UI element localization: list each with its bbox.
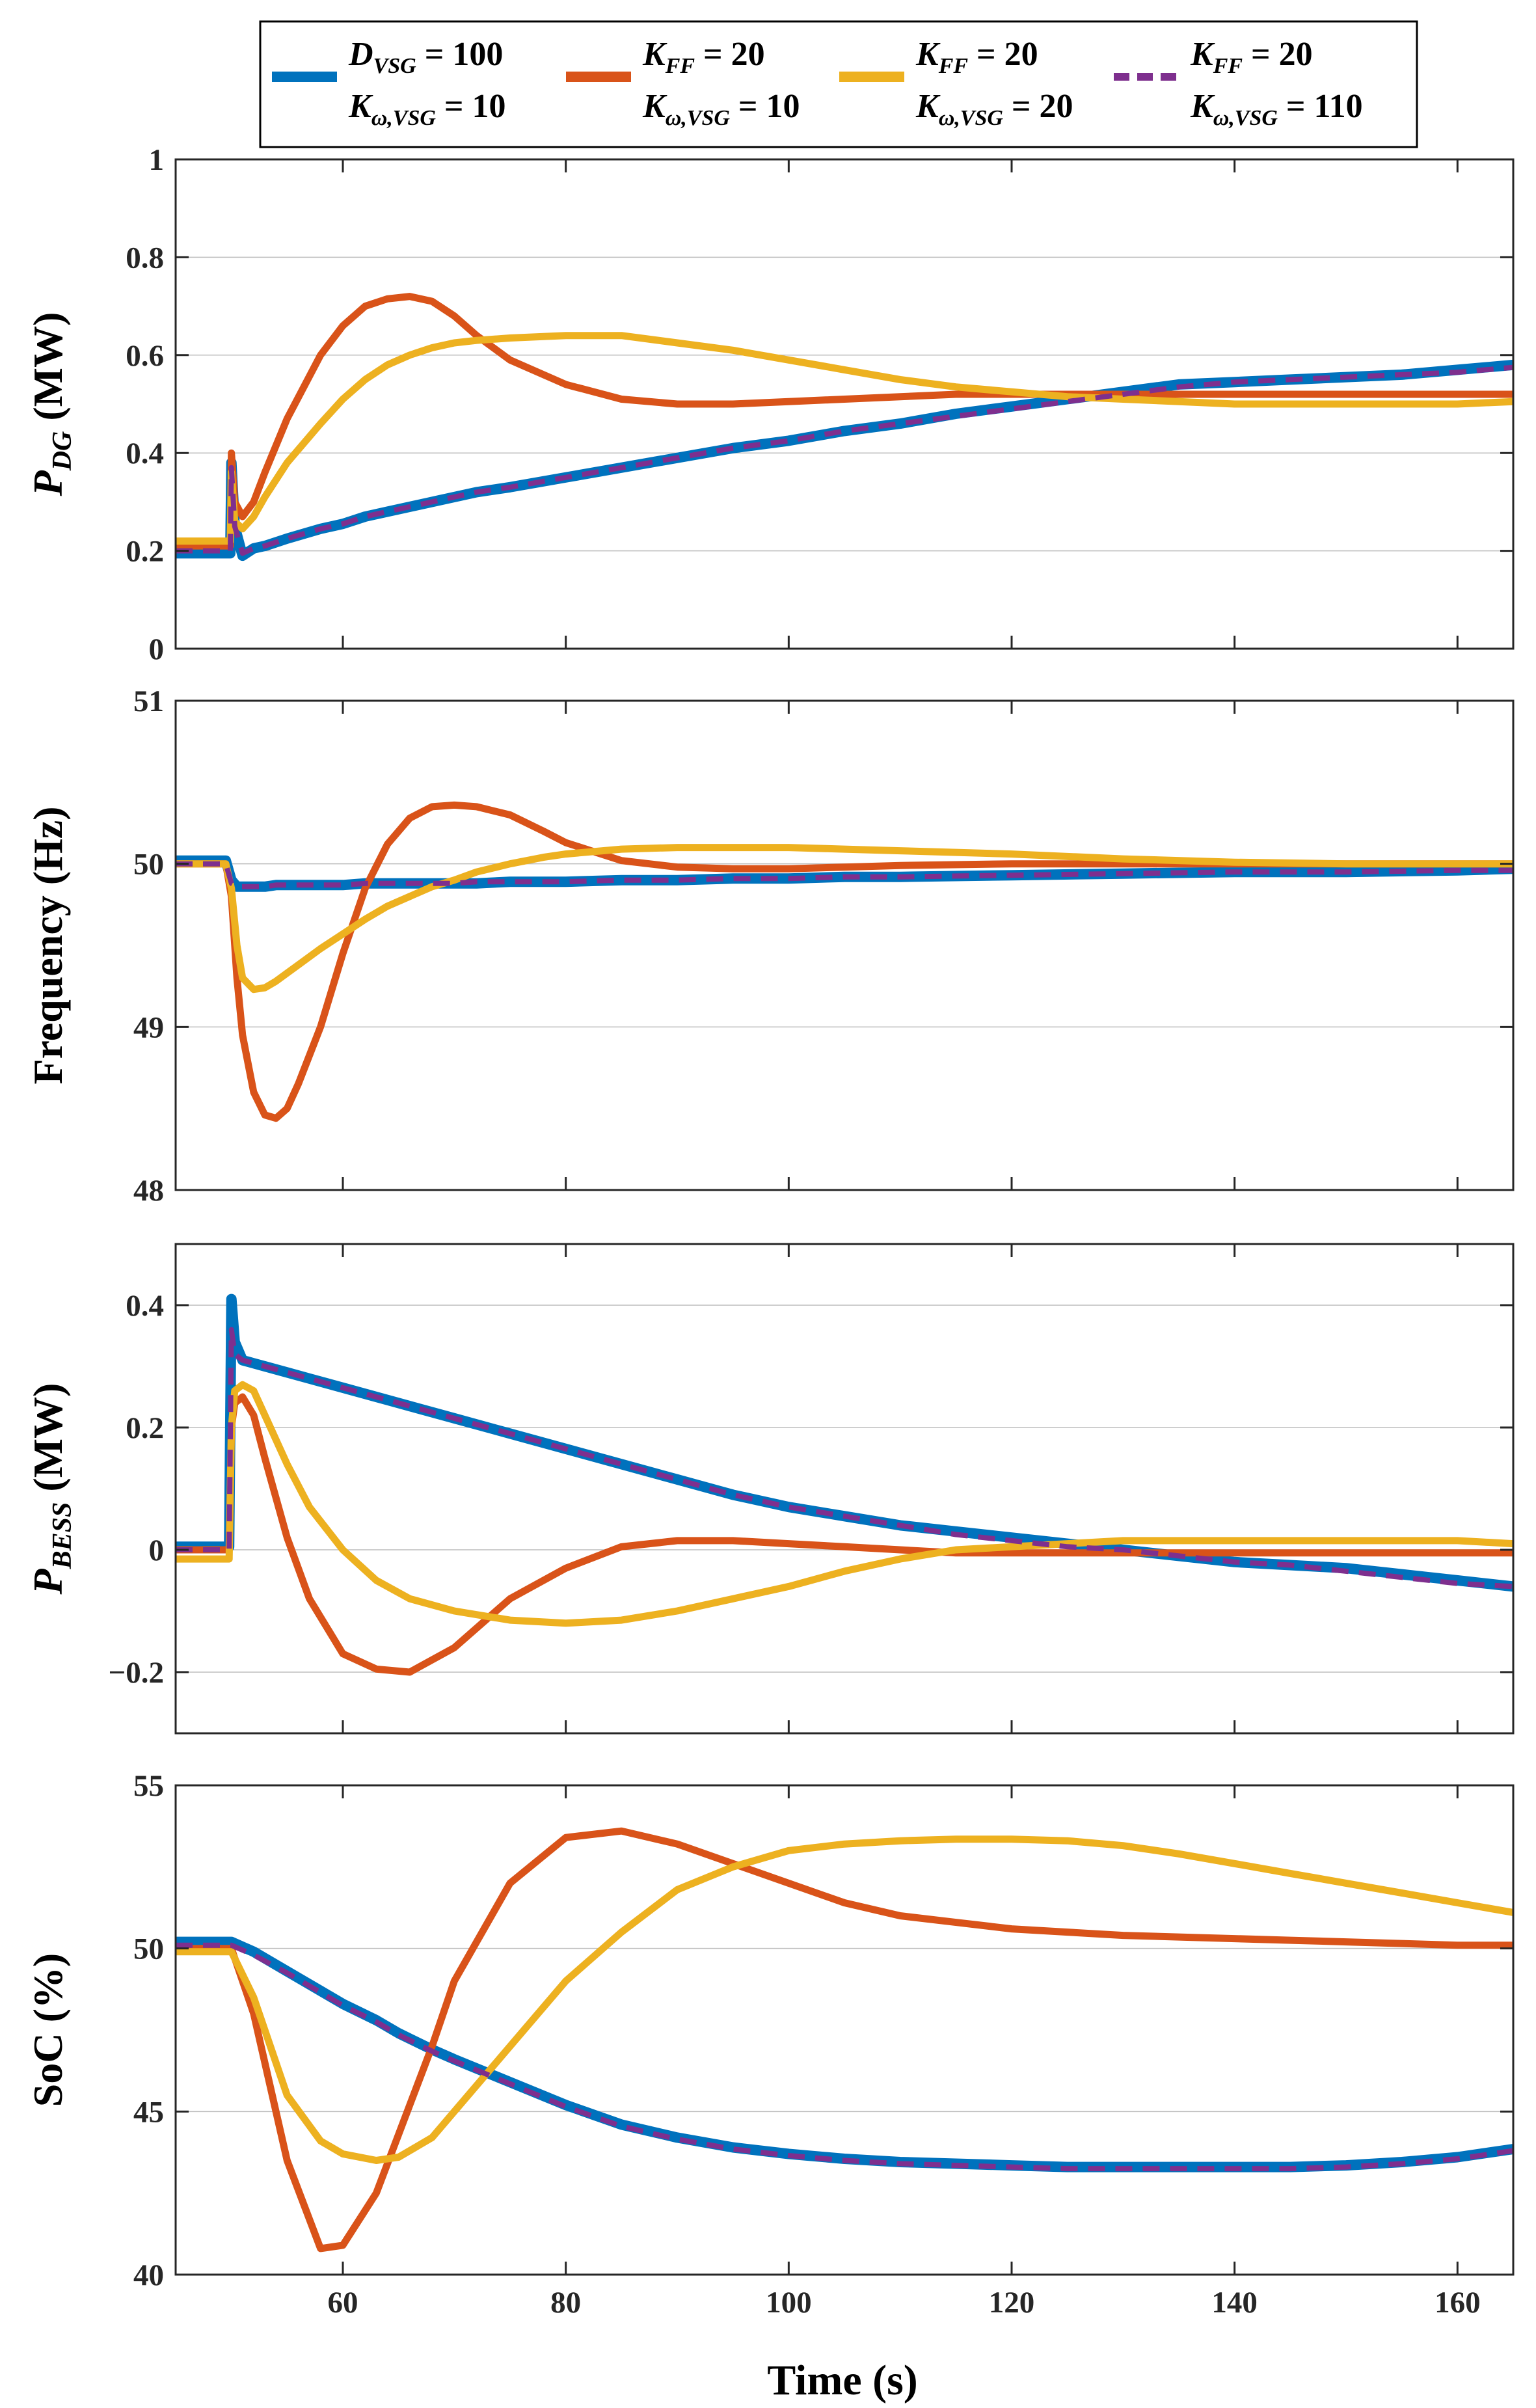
y-axis-label: SoC (%) <box>25 1953 71 2107</box>
legend: DVSG = 100 Kω,VSG = 10 KFF = 20 Kω,VSG = 10… <box>259 20 1418 148</box>
axes-box <box>174 1784 1515 2276</box>
y-tick-label: 0.4 <box>126 1289 164 1323</box>
legend-box <box>259 20 1418 148</box>
y-tick-label: 45 <box>133 2095 164 2129</box>
legend-entry-3: KFF = 20 Kω,VSG = 20 <box>839 36 1073 130</box>
series-line-4 <box>176 1942 1513 2172</box>
legend-label: DVSG = 100 <box>348 36 503 78</box>
series-line-3 <box>176 1381 1513 1627</box>
x-tick-label: 160 <box>1435 2286 1481 2320</box>
y-tick-label: 50 <box>133 848 164 882</box>
y-axis-label: Frequency (Hz) <box>25 806 71 1084</box>
x-tick-label: 80 <box>550 2286 581 2320</box>
y-tick-label: 0.8 <box>126 241 164 275</box>
y-tick-label: 51 <box>133 684 164 718</box>
subplots: 0 0.2 0.4 0.6 0.8 1 PDG (MW) 48 49 50 51 Frequency … <box>25 143 1515 2320</box>
x-tick-label: 100 <box>766 2286 812 2320</box>
legend-label: Kω,VSG = 10 <box>348 88 506 130</box>
legend-label: KFF = 20 <box>642 36 765 78</box>
series-line-2 <box>176 1393 1513 1676</box>
series-line-2 <box>176 293 1513 550</box>
subplot-3: −0.2 0 0.2 0.4 PBESS (MW) <box>25 1243 1515 1735</box>
series-group <box>176 801 1513 1122</box>
series-group <box>176 1827 1513 2252</box>
legend-label: Kω,VSG = 20 <box>915 88 1073 130</box>
series-line-3 <box>176 1835 1513 2164</box>
series-line-3 <box>176 332 1513 545</box>
axes-box <box>174 699 1515 1191</box>
y-tick-label: 0.6 <box>126 339 164 373</box>
y-tick-label: 0.2 <box>126 535 164 569</box>
y-tick-label: 1 <box>149 143 165 177</box>
x-tick-label: 140 <box>1211 2286 1258 2320</box>
plot-area-2 <box>176 701 1513 1190</box>
series-line-4 <box>176 861 1513 889</box>
x-tick-label: 60 <box>328 2286 358 2320</box>
subplot-4: 40 45 50 55 60 80 100 120 140 160 SoC (%) <box>25 1769 1515 2320</box>
y-axis-label: PDG (MW) <box>25 312 77 497</box>
axes-box <box>174 1243 1515 1735</box>
series-line-4 <box>176 1327 1513 1590</box>
series-group <box>176 1293 1513 1676</box>
subplot-2: 48 49 50 51 Frequency (Hz) <box>25 684 1515 1208</box>
legend-label: KFF = 20 <box>1190 36 1313 78</box>
legend-label: Kω,VSG = 110 <box>1190 88 1363 130</box>
y-tick-label: −0.2 <box>108 1656 164 1690</box>
y-tick-label: 0.4 <box>126 437 164 470</box>
y-axis-label: PBESS (MW) <box>25 1383 77 1595</box>
y-tick-label: 49 <box>133 1010 164 1044</box>
subplot-1: 0 0.2 0.4 0.6 0.8 1 PDG (MW) <box>25 143 1515 666</box>
series-line-2 <box>176 801 1513 1122</box>
y-tick-label: 0.2 <box>126 1411 164 1445</box>
y-tick-label: 0 <box>149 1534 165 1567</box>
legend-label: KFF = 20 <box>915 36 1038 78</box>
x-tick-label: 120 <box>989 2286 1035 2320</box>
axes-box <box>174 158 1515 650</box>
plot-area-3 <box>176 1244 1513 1733</box>
legend-label: Kω,VSG = 10 <box>642 88 800 130</box>
x-axis-label: Time (s) <box>767 2357 918 2404</box>
series-group <box>176 293 1513 561</box>
y-tick-label: 50 <box>133 1932 164 1966</box>
y-tick-label: 48 <box>133 1174 164 1208</box>
y-tick-label: 40 <box>133 2258 164 2292</box>
legend-entry-4: KFF = 20 Kω,VSG = 110 <box>1114 36 1363 130</box>
series-line-3 <box>176 844 1513 994</box>
y-tick-label: 0 <box>149 632 165 666</box>
series-line-4 <box>176 364 1513 556</box>
y-tick-label: 55 <box>133 1769 164 1803</box>
plot-area-4 <box>176 1785 1513 2275</box>
legend-entry-1: DVSG = 100 Kω,VSG = 10 <box>272 36 506 130</box>
legend-entry-2: KFF = 20 Kω,VSG = 10 <box>566 36 800 130</box>
